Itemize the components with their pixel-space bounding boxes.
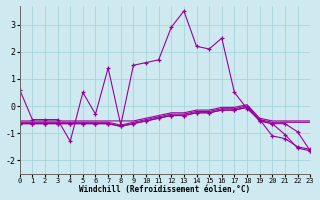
- X-axis label: Windchill (Refroidissement éolien,°C): Windchill (Refroidissement éolien,°C): [79, 185, 251, 194]
